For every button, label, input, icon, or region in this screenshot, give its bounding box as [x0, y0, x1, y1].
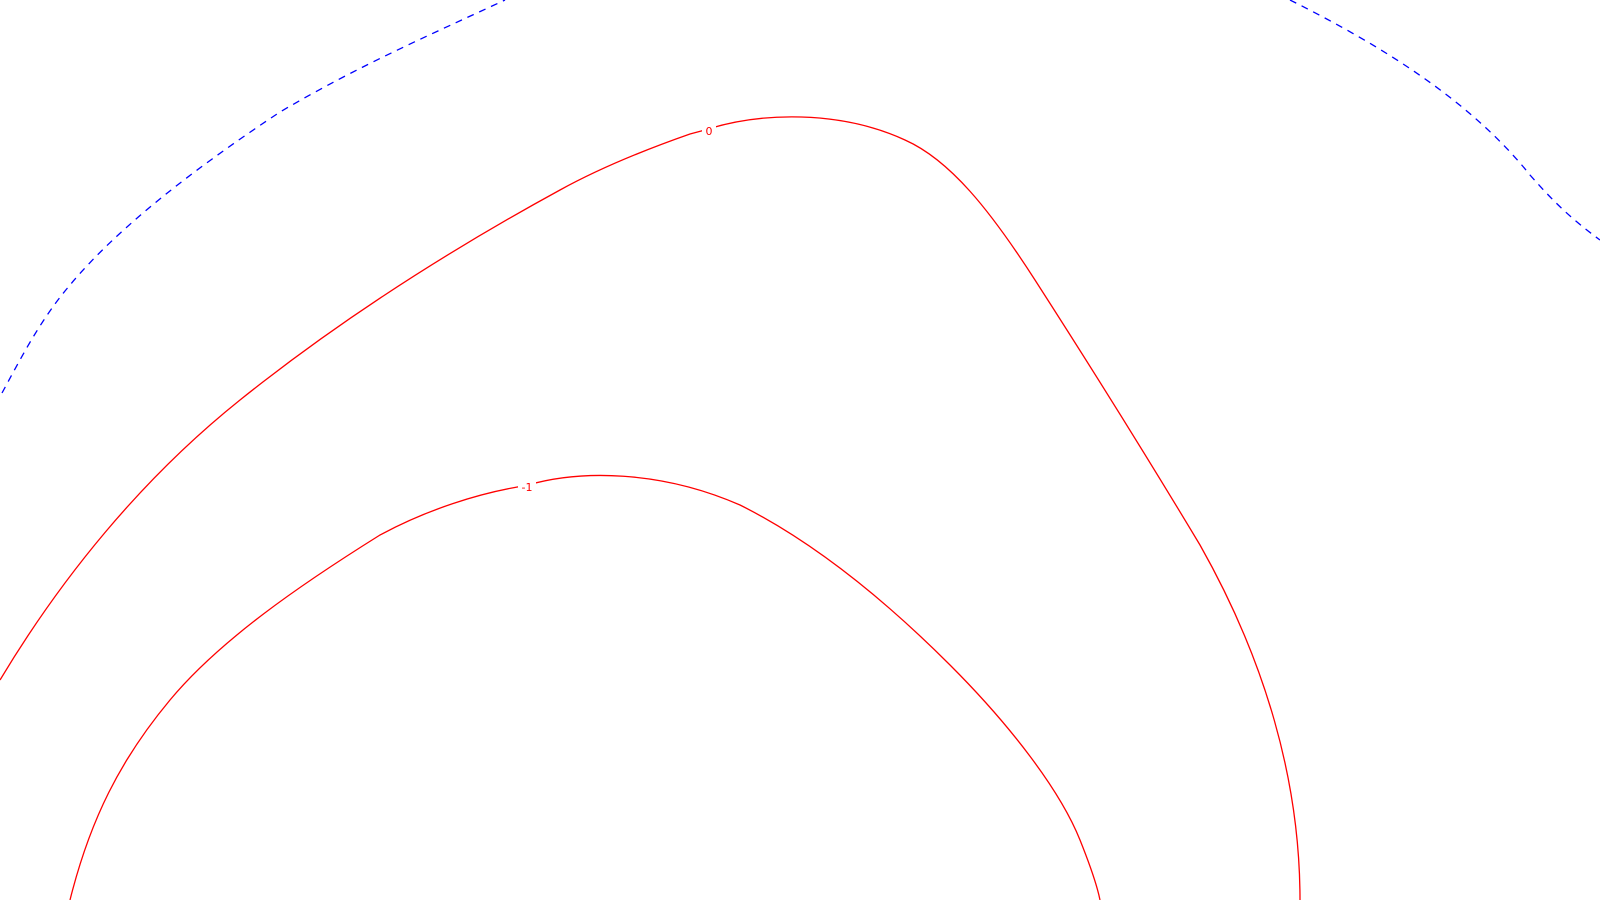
contour-line-dashed-upper-left — [1, 0, 506, 394]
contour-label-0-bg — [702, 126, 716, 138]
contour-line-0 — [0, 116, 1301, 900]
contour-label-minus-1-bg — [518, 482, 536, 494]
contour-line-dashed-upper-right — [1289, 0, 1600, 241]
contour-line-minus-1 — [69, 474, 1101, 900]
contour-label-0: 0 — [706, 125, 713, 138]
contour-label-minus-1: -1 — [522, 481, 533, 494]
